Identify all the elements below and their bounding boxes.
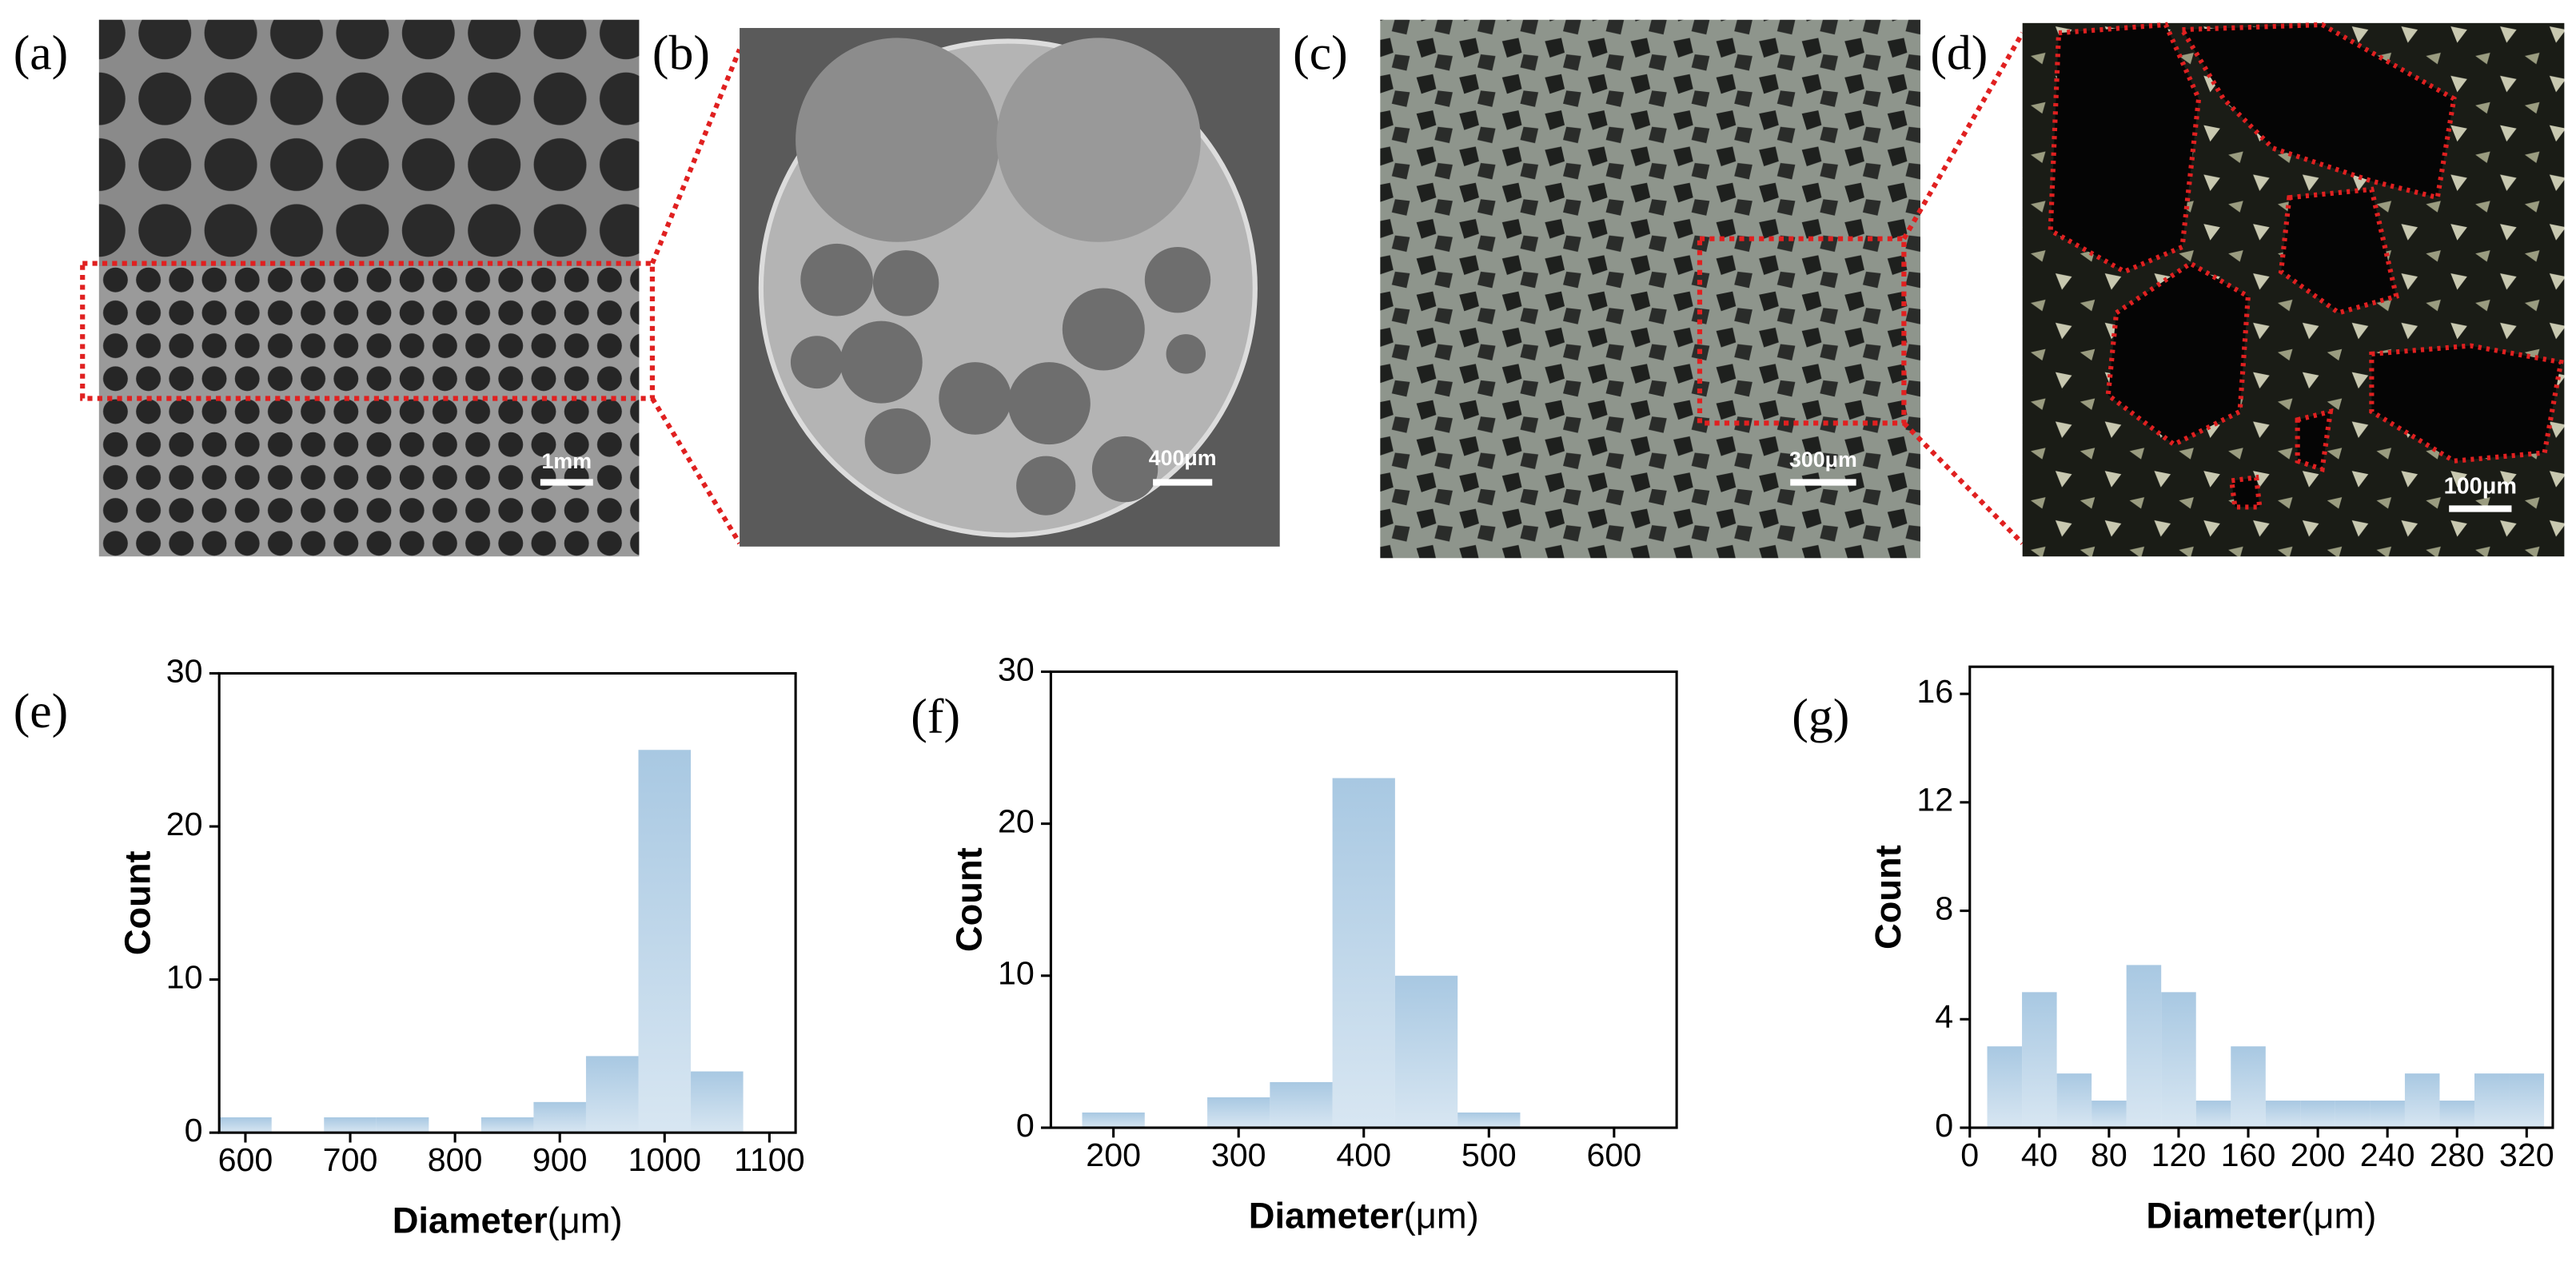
y-tick-label: 4	[1935, 998, 1953, 1035]
y-tick-label: 20	[998, 802, 1035, 839]
x-tick-label: 1000	[628, 1141, 701, 1178]
x-axis-label-name: Diameter	[393, 1200, 548, 1240]
x-tick-label: 600	[218, 1141, 273, 1178]
panel-label: (g)	[1792, 689, 1849, 743]
x-tick-label: 280	[2430, 1137, 2485, 1173]
x-tick-label: 400	[1336, 1137, 1391, 1173]
scale-bar-label: 400μm	[1149, 446, 1217, 470]
bar	[2404, 1073, 2440, 1128]
bar	[2195, 1101, 2231, 1128]
bar	[2265, 1101, 2301, 1128]
y-tick-label: 0	[185, 1112, 203, 1149]
bar	[1457, 1112, 1521, 1128]
bar	[2161, 992, 2196, 1128]
y-tick-label: 8	[1935, 890, 1953, 926]
image-b: 400μm (b)	[652, 26, 1280, 547]
x-tick-label: 1100	[734, 1141, 805, 1178]
bar	[2509, 1073, 2545, 1128]
y-tick-label: 12	[1916, 782, 1953, 818]
panel-label: (a)	[14, 26, 69, 80]
x-axis-label-name: Diameter	[1249, 1195, 1404, 1236]
x-axis-label: Diameter(μm)	[393, 1200, 623, 1240]
scale-bar-label: 100μm	[2444, 473, 2517, 499]
bar	[376, 1117, 429, 1133]
y-tick-label: 30	[998, 651, 1035, 687]
bar	[2092, 1101, 2127, 1128]
x-axis-label-name: Diameter	[2146, 1195, 2301, 1236]
y-tick-label: 10	[166, 958, 203, 995]
bar	[481, 1117, 534, 1133]
panel-label: (f)	[911, 689, 960, 743]
y-axis-label: Count	[948, 847, 989, 952]
bar	[1394, 975, 1458, 1128]
y-tick-label: 30	[166, 652, 203, 689]
x-tick-label: 120	[2151, 1137, 2207, 1173]
bar	[1270, 1081, 1333, 1128]
bar	[2300, 1101, 2335, 1128]
bar	[1082, 1112, 1145, 1128]
x-tick-label: 240	[2360, 1137, 2415, 1173]
bar	[2056, 1073, 2092, 1128]
bar	[219, 1117, 272, 1133]
x-tick-label: 800	[428, 1141, 483, 1178]
x-tick-label: 200	[1086, 1137, 1141, 1173]
y-tick-label: 0	[1935, 1107, 1953, 1144]
scale-bar-label: 1mm	[542, 449, 592, 473]
panel-label: (c)	[1293, 26, 1348, 80]
x-tick-label: 500	[1461, 1137, 1517, 1173]
bar	[2370, 1101, 2405, 1128]
x-tick-label: 600	[1586, 1137, 1641, 1173]
x-tick-label: 700	[323, 1141, 378, 1178]
bar	[1332, 778, 1395, 1128]
x-tick-label: 300	[1211, 1137, 1266, 1173]
scale-bar-label: 300μm	[1789, 448, 1857, 472]
x-axis-label-unit: (μm)	[1404, 1195, 1479, 1236]
panel-label: (b)	[652, 26, 710, 80]
bar	[1987, 1046, 2023, 1128]
plot-frame	[217, 671, 797, 1134]
bar	[2022, 992, 2057, 1128]
image-d: 100μm (d)	[1930, 22, 2565, 557]
panel-label: (d)	[1930, 26, 1988, 80]
bar	[2474, 1073, 2510, 1128]
x-tick-label: 200	[2291, 1137, 2346, 1173]
bar	[324, 1117, 377, 1133]
image-a: 1mm (a)	[14, 19, 655, 557]
plot-frame	[1968, 665, 2554, 1129]
bar	[2335, 1101, 2371, 1128]
x-tick-label: 320	[2499, 1137, 2554, 1173]
x-tick-label: 160	[2221, 1137, 2276, 1173]
y-axis-label: Count	[1868, 845, 1908, 950]
panel-label: (e)	[14, 684, 69, 738]
x-axis-label: Diameter(μm)	[1249, 1195, 1479, 1236]
x-tick-label: 0	[1960, 1137, 1979, 1173]
y-tick-label: 20	[166, 806, 203, 842]
bar	[691, 1071, 744, 1133]
bar	[533, 1101, 586, 1133]
x-axis-label-unit: (μm)	[2301, 1195, 2376, 1236]
bar	[2439, 1101, 2474, 1128]
x-axis-label-unit: (μm)	[548, 1200, 623, 1240]
bar	[2231, 1046, 2266, 1128]
x-tick-label: 900	[532, 1141, 588, 1178]
y-tick-label: 16	[1916, 673, 1953, 710]
x-tick-label: 40	[2021, 1137, 2058, 1173]
x-tick-label: 80	[2091, 1137, 2127, 1173]
image-c: 300μm (c)	[1293, 19, 1920, 559]
bar	[1207, 1097, 1270, 1128]
bar	[638, 750, 692, 1133]
x-axis-label: Diameter(μm)	[2146, 1195, 2376, 1236]
bar	[2126, 965, 2162, 1128]
bar	[585, 1056, 639, 1133]
y-tick-label: 10	[998, 955, 1035, 992]
y-axis-label: Count	[117, 850, 158, 955]
y-tick-label: 0	[1016, 1107, 1035, 1144]
